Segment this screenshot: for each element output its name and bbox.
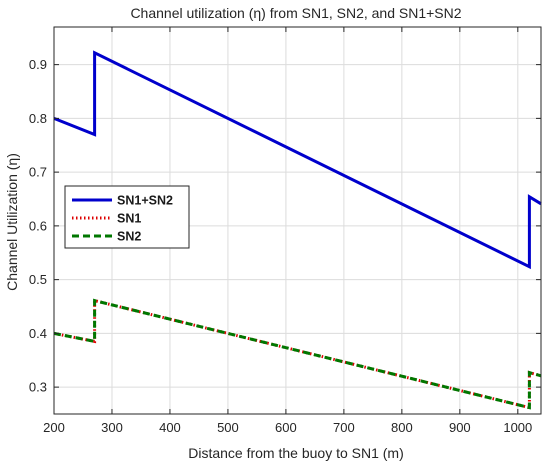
x-tick-label: 500 xyxy=(217,420,239,435)
x-tick-label: 700 xyxy=(333,420,355,435)
tick-layer: 200 300 400 500 600 700 800 900 1000 0.3 0.4 0.5 0.6… xyxy=(29,27,541,435)
series-layer xyxy=(53,50,542,410)
y-tick-label: 0.8 xyxy=(29,111,47,126)
x-tick-label: 200 xyxy=(43,420,65,435)
y-tick-label: 0.4 xyxy=(29,326,47,341)
legend: SN1+SN2 SN1 SN2 xyxy=(64,185,190,249)
y-tick-label: 0.7 xyxy=(29,165,47,180)
legend-label: SN2 xyxy=(117,230,141,244)
y-axis-title: Channel Utilization (η) xyxy=(4,153,20,291)
y-tick-label: 0.3 xyxy=(29,380,47,395)
grid xyxy=(53,27,541,414)
x-tick-label: 400 xyxy=(159,420,181,435)
legend-label: SN1 xyxy=(117,212,141,226)
x-tick-label: 900 xyxy=(449,420,471,435)
legend-label: SN1+SN2 xyxy=(117,194,173,208)
legend-box xyxy=(64,185,190,249)
x-axis-title: Distance from the buoy to SN1 (m) xyxy=(188,445,404,461)
x-tick-label: 1000 xyxy=(503,420,532,435)
x-tick-label: 800 xyxy=(391,420,413,435)
x-tick-label: 600 xyxy=(275,420,297,435)
y-tick-label: 0.5 xyxy=(29,272,47,287)
y-tick-label: 0.6 xyxy=(29,218,47,233)
x-tick-label: 300 xyxy=(101,420,123,435)
y-tick-label: 0.9 xyxy=(29,57,47,72)
series-line-sn2 xyxy=(53,298,542,410)
chart-title: Channel utilization (η) from SN1, SN2, a… xyxy=(130,5,461,21)
plot-frame xyxy=(53,26,542,415)
series-line-sn1-sn2 xyxy=(53,50,542,270)
